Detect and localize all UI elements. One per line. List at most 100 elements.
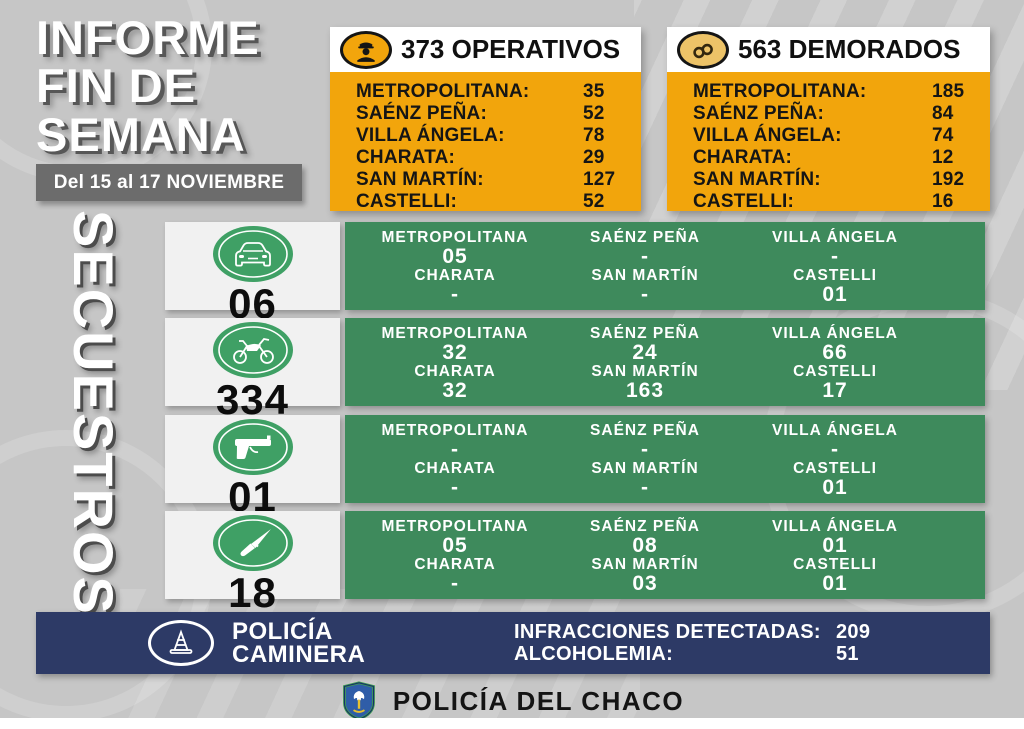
region-value: 01 (822, 475, 848, 499)
region-value: 84 (932, 103, 954, 124)
seizure-column: VILLA ÁNGELA 01 CASTELLI 01 (740, 518, 930, 594)
region-label: CASTELLI (793, 556, 877, 574)
region-value: 05 (442, 244, 468, 268)
stat-row: SAÉNZ PEÑA: 84 (693, 103, 976, 125)
region-value: 16 (932, 191, 954, 212)
region-label: METROPOLITANA: (356, 81, 530, 102)
region-label: SAN MARTÍN (591, 363, 699, 381)
seizure-column: METROPOLITANA 05 CHARATA - (360, 518, 550, 594)
stat-row: SAN MARTÍN: 127 (356, 169, 627, 191)
footer: POLICÍA DEL CHACO (0, 681, 1024, 721)
operativos-panel: 373 OPERATIVOS METROPOLITANA: 35 SAÉNZ PE… (330, 27, 641, 212)
seizure-panel-firearms: METROPOLITANA - CHARATA - SAÉNZ PEÑA - S… (345, 415, 985, 503)
demorados-body: METROPOLITANA: 185 SAÉNZ PEÑA: 84 VILLA ÁN… (667, 72, 990, 213)
region-label: SAN MARTÍN: (693, 169, 821, 190)
region-value: 29 (583, 147, 605, 168)
seizure-panel-vehicles: METROPOLITANA 05 CHARATA - SAÉNZ PEÑA - … (345, 222, 985, 310)
seizure-column: VILLA ÁNGELA 66 CASTELLI 17 (740, 325, 930, 401)
region-value: 52 (583, 103, 605, 124)
region-label: METROPOLITANA (381, 422, 529, 439)
secuestros-section-label: SECUESTROS (62, 210, 125, 616)
seizure-tile-vehicles: 06 (165, 222, 340, 325)
region-value: 78 (583, 125, 605, 146)
caminera-title-line: CAMINERA (232, 641, 366, 668)
region-label: SAÉNZ PEÑA (590, 325, 700, 342)
demorados-header: 563 DEMORADOS (667, 27, 990, 72)
seizure-tile-knives: 18 (165, 511, 340, 614)
stat-value: 51 (836, 643, 859, 665)
seizure-total: 06 (228, 280, 277, 327)
region-label: VILLA ÁNGELA: (356, 125, 505, 146)
region-label: SAN MARTÍN (591, 556, 699, 574)
region-label: CASTELLI: (693, 191, 795, 212)
report-title: INFORME FIN DE SEMANA (36, 13, 260, 159)
region-value: 127 (583, 169, 616, 190)
seizure-total: 18 (228, 569, 277, 616)
seizure-column: METROPOLITANA - CHARATA - (360, 422, 550, 498)
caminera-stat: INFRACCIONES DETECTADAS: 209 (514, 621, 870, 643)
region-value: 03 (632, 571, 658, 595)
region-label: VILLA ÁNGELA (772, 325, 898, 342)
date-range-badge: Del 15 al 17 NOVIEMBRE (36, 164, 302, 201)
region-label: SAÉNZ PEÑA: (356, 103, 487, 124)
region-label: SAN MARTÍN (591, 267, 699, 285)
region-label: SAÉNZ PEÑA (590, 422, 700, 439)
region-label: CASTELLI (793, 460, 877, 478)
demorados-panel: 563 DEMORADOS METROPOLITANA: 185 SAÉNZ PE… (667, 27, 990, 213)
region-value: - (641, 244, 649, 268)
police-officer-icon (340, 30, 392, 69)
region-label: VILLA ÁNGELA (772, 229, 898, 246)
seizure-panel-motorcycles: METROPOLITANA 32 CHARATA 32 SAÉNZ PEÑA 2… (345, 318, 985, 406)
seizure-column: SAÉNZ PEÑA - SAN MARTÍN - (550, 229, 740, 305)
operativos-title: 373 OPERATIVOS (401, 34, 621, 64)
report-title-line: FIN DE (36, 59, 197, 113)
region-value: 01 (822, 282, 848, 306)
region-label: VILLA ÁNGELA (772, 518, 898, 535)
motorcycle-icon (212, 322, 293, 378)
caminera-stat: ALCOHOLEMIA: 51 (514, 643, 870, 665)
region-label: CASTELLI (793, 363, 877, 381)
caminera-bar: POLICÍA CAMINERA INFRACCIONES DETECTADAS… (36, 612, 990, 674)
stat-row: SAÉNZ PEÑA: 52 (356, 103, 627, 125)
region-value: 08 (632, 533, 658, 557)
organization-name: POLICÍA DEL CHACO (392, 685, 685, 716)
region-value: 12 (932, 147, 954, 168)
region-value: 17 (822, 378, 848, 402)
region-label: CHARATA (414, 556, 496, 574)
car-icon (212, 226, 293, 282)
region-value: - (641, 475, 649, 499)
region-value: - (831, 437, 839, 461)
stat-label: INFRACCIONES DETECTADAS: (514, 621, 821, 643)
stat-row: VILLA ÁNGELA: 78 (356, 125, 627, 147)
seizure-column: METROPOLITANA 05 CHARATA - (360, 229, 550, 305)
seizure-column: SAÉNZ PEÑA 24 SAN MARTÍN 163 (550, 325, 740, 401)
stat-row: VILLA ÁNGELA: 74 (693, 125, 976, 147)
region-value: - (831, 244, 839, 268)
region-value: 35 (583, 81, 605, 102)
operativos-header: 373 OPERATIVOS (330, 27, 641, 72)
region-value: - (451, 437, 459, 461)
region-label: CHARATA: (356, 147, 456, 168)
seizure-column: VILLA ÁNGELA - CASTELLI 01 (740, 422, 930, 498)
region-value: 32 (442, 340, 468, 364)
region-value: 74 (932, 125, 954, 146)
knife-icon (212, 515, 293, 571)
region-value: - (451, 282, 459, 306)
demorados-title: 563 DEMORADOS (738, 34, 961, 64)
region-value: 163 (625, 378, 665, 402)
region-value: 52 (583, 191, 605, 212)
stat-row: CHARATA: 29 (356, 147, 627, 169)
region-label: SAÉNZ PEÑA (590, 229, 700, 246)
seizure-column: VILLA ÁNGELA - CASTELLI 01 (740, 229, 930, 305)
region-value: - (641, 437, 649, 461)
region-label: SAÉNZ PEÑA: (693, 103, 824, 124)
region-value: 66 (822, 340, 848, 364)
caminera-title-line: POLICÍA (232, 618, 333, 645)
handcuffs-icon (677, 30, 729, 69)
region-label: SAN MARTÍN: (356, 169, 484, 190)
region-label: VILLA ÁNGELA: (693, 125, 842, 146)
region-label: VILLA ÁNGELA (772, 422, 898, 439)
seizure-total: 01 (228, 473, 277, 520)
seizure-tile-firearms: 01 (165, 415, 340, 518)
stat-row: CASTELLI: 16 (693, 191, 976, 213)
